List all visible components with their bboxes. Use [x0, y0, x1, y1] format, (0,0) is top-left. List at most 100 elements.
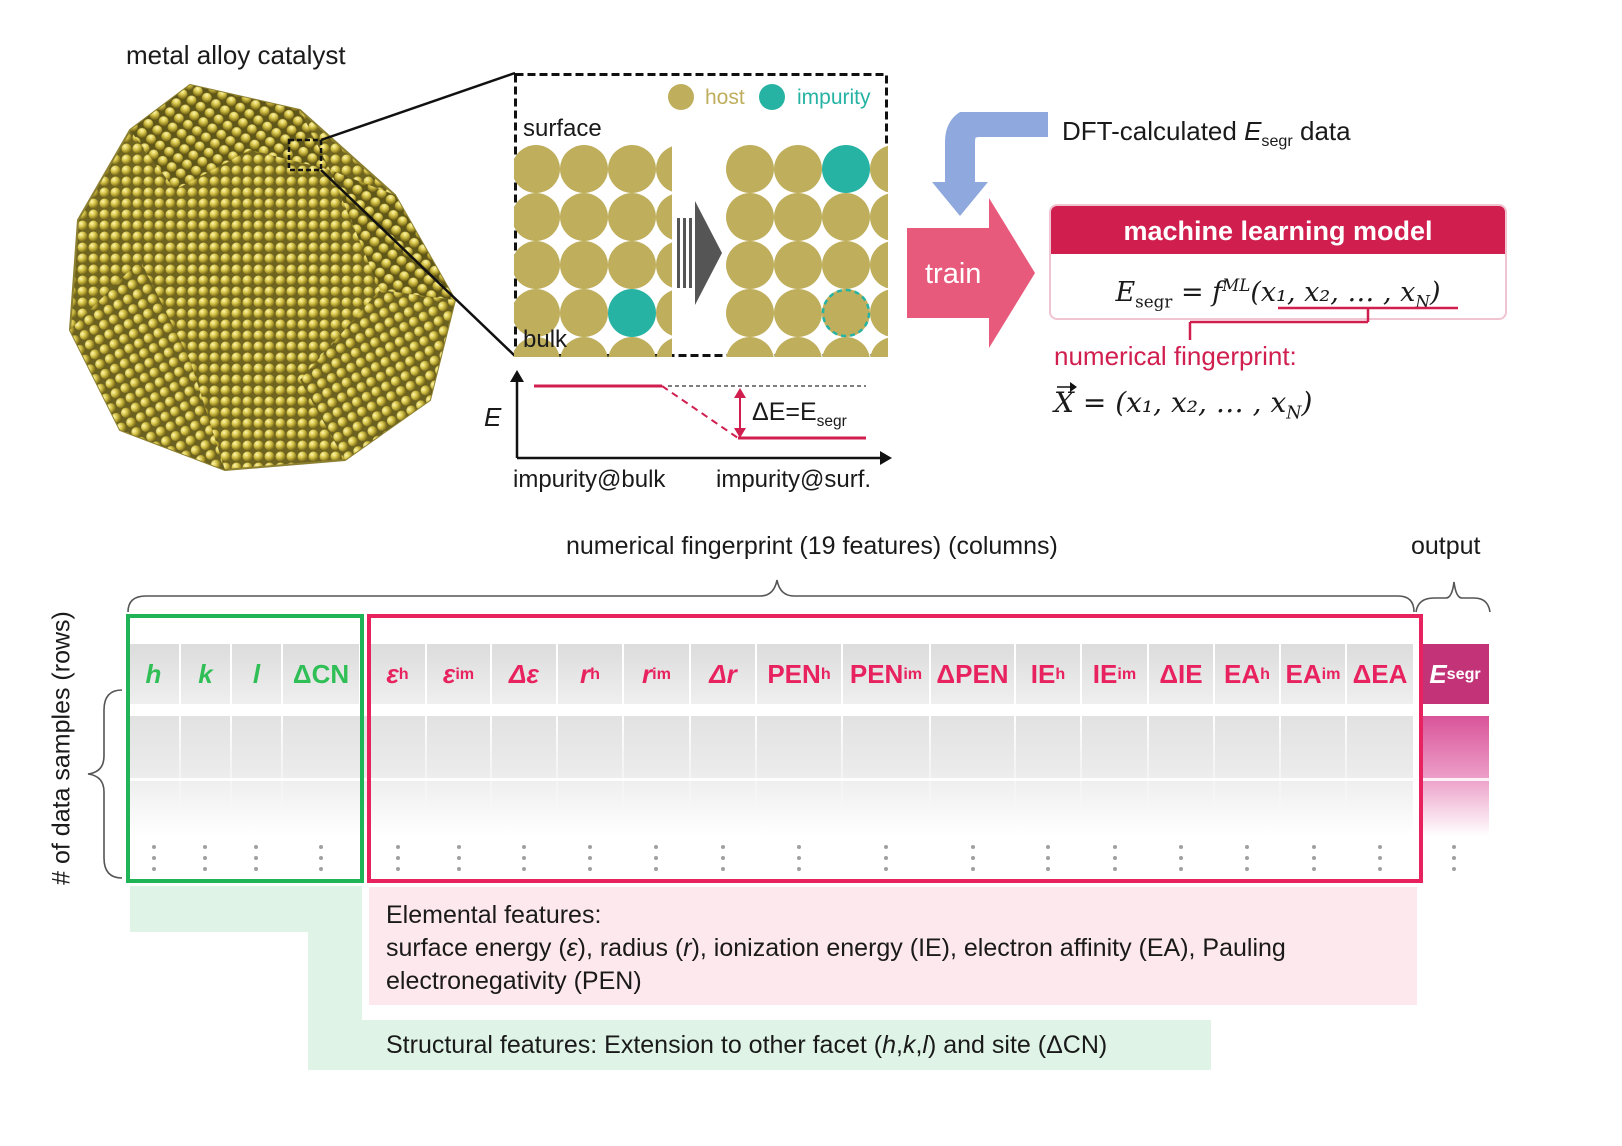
elemental-header-ie-im: IE im [1082, 644, 1147, 704]
host-atom [560, 193, 608, 241]
host-atom [560, 289, 608, 337]
eh9-sup: h [1055, 664, 1066, 683]
elemental-header-pen-im: PEN im [843, 644, 929, 704]
host-atom [726, 193, 774, 241]
elemental-header-delta-r: Δr [691, 644, 755, 704]
host-atom [774, 337, 822, 357]
elemental-header-eps-im: ε im [427, 644, 490, 704]
body-sep [841, 716, 843, 816]
rows-label: # of data samples (rows) [47, 611, 76, 885]
body-sep [1279, 716, 1281, 816]
host-atom [656, 146, 672, 192]
host-atom [726, 289, 774, 337]
host-atom [726, 337, 774, 357]
structural-note [308, 1020, 1211, 1070]
host-atom [514, 289, 560, 337]
elemental-header-delta-pen: ΔPEN [931, 644, 1014, 704]
elemental-header-ie-h: IE h [1016, 644, 1080, 704]
eh3-sup: h [590, 664, 600, 683]
ellipsis-dots [1311, 845, 1317, 879]
body-sep [490, 716, 492, 816]
eh8-base: ΔPEN [936, 658, 1009, 689]
structural-header-dcn: ΔCN [283, 644, 359, 704]
structural-note-c2: , [915, 1031, 923, 1059]
body-sep [1014, 716, 1016, 816]
elemental-note-1b: ), radius ( [577, 934, 684, 962]
host-atom [560, 337, 608, 357]
host-atom [870, 241, 888, 289]
structural-note-l: l [922, 1031, 928, 1059]
ellipsis-dots [395, 845, 401, 879]
vacated-impurity-site [821, 288, 871, 338]
host-atom [726, 241, 774, 289]
host-atom [514, 337, 560, 357]
table-body [128, 716, 1413, 836]
delta-e-sub: segr [816, 413, 847, 430]
eh2-base: Δε [509, 658, 539, 689]
eh14-base: ΔEA [1352, 658, 1408, 689]
structural-header-l-text: l [252, 658, 261, 689]
ellipsis-dots [720, 845, 726, 879]
train-label: train [925, 258, 982, 290]
dft-label: DFT-calculated Esegr data [1062, 116, 1351, 151]
ml-eq-args: (x₁, x₂, … , x [1250, 277, 1416, 308]
elemental-note-1c: ), ionization energy (IE), electron affi… [691, 934, 1286, 962]
host-atom [822, 193, 870, 241]
host-atom [560, 145, 608, 193]
dft-prefix: DFT-calculated [1062, 116, 1245, 146]
structural-note-b: ) and site (ΔCN) [927, 1031, 1108, 1059]
eh13-base: EA [1285, 658, 1322, 689]
elemental-header-pen-h: PEN h [757, 644, 841, 704]
elemental-note-title: Elemental features: [386, 901, 602, 929]
structural-header-k: k [181, 644, 230, 704]
surface-label: surface [523, 115, 602, 142]
output-label: output [1411, 532, 1481, 560]
fingerprint-label: numerical fingerprint: [1054, 341, 1297, 371]
eh7-base: PEN [849, 658, 904, 689]
elemental-header-delta-ie: ΔIE [1149, 644, 1213, 704]
host-atom [656, 338, 672, 357]
eh4-base: r [642, 658, 653, 689]
elemental-note-eps: ε [566, 934, 578, 962]
host-atom [774, 289, 822, 337]
x-label-surf: impurity@surf. [716, 466, 872, 493]
elemental-note-line2: electronegativity (PEN) [386, 967, 642, 995]
host-atom [656, 290, 672, 336]
eh4-sup: im [652, 664, 671, 683]
ellipsis-dots [151, 845, 157, 879]
eh1-sup: im [455, 664, 475, 683]
transition-arrow [677, 201, 722, 305]
eh7-sup: im [903, 664, 923, 683]
structural-header-k-text: k [198, 658, 213, 689]
eh13-sup: im [1321, 664, 1341, 683]
structural-note-k: k [902, 1031, 916, 1059]
eh6-sup: h [820, 664, 831, 683]
host-atom [608, 337, 656, 357]
fingerprint-bracket [1188, 306, 1458, 340]
eh0-base: ε [386, 658, 399, 689]
ellipsis-dots [202, 845, 208, 879]
train-arrow [907, 198, 1035, 348]
host-atom [774, 193, 822, 241]
ml-eq-mid: = f [1172, 277, 1223, 308]
legend-impurity-dot [759, 84, 785, 110]
host-atom [608, 193, 656, 241]
table-row-divider [128, 778, 1489, 781]
ellipsis-dots [587, 845, 593, 879]
delta-e-label: ΔE=Esegr [752, 398, 847, 431]
eh10-sup: im [1117, 664, 1137, 683]
segregation-zoom-box [514, 73, 888, 357]
host-atom [870, 145, 888, 193]
impurity-atom [608, 289, 656, 337]
elemental-header-ea-im: EA im [1281, 644, 1345, 704]
structural-note-bg [130, 886, 308, 932]
body-sep [281, 716, 283, 816]
zoom-region-marker [287, 138, 323, 172]
body-sep [179, 716, 181, 816]
output-header-e: E [1429, 658, 1447, 689]
bulk-label: bulk [523, 326, 568, 353]
body-sep [1147, 716, 1149, 816]
structural-feature-group [126, 614, 364, 883]
